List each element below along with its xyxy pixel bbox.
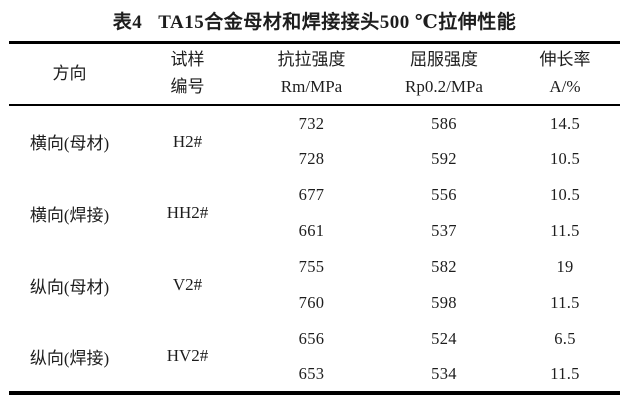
header-direction-label: 方向 [52, 63, 87, 83]
yield-strength-value: 534 [431, 364, 457, 383]
elongation-value: 14.5 [549, 113, 581, 133]
tensile-strength-value: 677 [298, 185, 325, 204]
elongation-value: 10.5 [549, 185, 581, 204]
header-specimen-line2: 编号 [170, 77, 205, 96]
header-tensile-strength: 抗拉强度 Rm/MPa [245, 42, 378, 106]
tensile-strength-value: 653 [298, 364, 325, 383]
tensile-strength-value: 732 [298, 113, 325, 133]
direction-cell: 横向(母材) [29, 134, 110, 153]
yield-strength-value: 586 [431, 113, 457, 133]
table-row: 横向(母材) H2# 732 586 14.5 [9, 105, 620, 154]
tensile-strength-value: 755 [298, 257, 325, 276]
yield-strength-value: 598 [431, 293, 457, 312]
yield-strength-value: 537 [431, 221, 457, 240]
table-caption-text: TA15合金母材和焊接接头500 ℃拉伸性能 [158, 12, 517, 33]
elongation-value: 19 [556, 257, 574, 276]
table-caption-label: 表4 [112, 12, 143, 33]
tensile-strength-value: 728 [298, 149, 325, 168]
elongation-value: 11.5 [550, 221, 580, 240]
yield-strength-value: 582 [431, 257, 457, 276]
header-elongation: 伸长率 A/% [510, 42, 620, 106]
table-caption: 表4 TA15合金母材和焊接接头500 ℃拉伸性能 [0, 0, 629, 41]
table-row: 纵向(母材) V2# 755 582 19 [9, 249, 620, 297]
header-tensile-strength-line1: 抗拉强度 [277, 50, 346, 69]
tensile-strength-value: 760 [298, 293, 325, 312]
tensile-strength-value: 661 [298, 221, 325, 240]
header-elongation-line2: A/% [549, 77, 581, 96]
header-yield-strength: 屈服强度 Rp0.2/MPa [378, 42, 510, 106]
table-row: 横向(焊接) HH2# 677 556 10.5 [9, 177, 620, 225]
yield-strength-value: 592 [431, 149, 457, 168]
direction-cell: 纵向(焊接) [29, 348, 110, 368]
table-row: 728 592 10.5 [9, 141, 620, 177]
table-row: 纵向(焊接) HV2# 656 524 6.5 [9, 321, 620, 368]
yield-strength-value: 524 [431, 329, 457, 348]
header-elongation-line1: 伸长率 [539, 50, 591, 69]
elongation-value: 11.5 [550, 364, 580, 383]
header-direction: 方向 [9, 42, 130, 106]
elongation-value: 10.5 [549, 149, 581, 168]
elongation-value: 11.5 [550, 293, 580, 312]
header-yield-strength-line2: Rp0.2/MPa [405, 77, 483, 96]
specimen-cell: HH2# [166, 203, 209, 222]
yield-strength-value: 556 [431, 185, 457, 204]
table-row: 760 598 11.5 [9, 285, 620, 321]
table-row: 661 537 11.5 [9, 213, 620, 249]
tensile-properties-table: 方向 试样 编号 抗拉强度 Rm/MPa 屈服强度 Rp0.2/MPa 伸长率 … [9, 41, 620, 395]
header-specimen: 试样 编号 [130, 42, 245, 106]
specimen-cell: H2# [172, 131, 203, 151]
elongation-value: 6.5 [554, 329, 576, 348]
direction-cell: 纵向(母材) [29, 277, 110, 297]
header-specimen-line1: 试样 [170, 50, 205, 69]
direction-cell: 横向(焊接) [29, 205, 110, 225]
header-yield-strength-line1: 屈服强度 [410, 50, 478, 69]
tensile-strength-value: 656 [298, 329, 325, 348]
header-row: 方向 试样 编号 抗拉强度 Rm/MPa 屈服强度 Rp0.2/MPa 伸长率 … [9, 42, 620, 106]
header-tensile-strength-line2: Rm/MPa [280, 77, 343, 96]
specimen-cell: V2# [172, 275, 203, 294]
table-row: 653 534 11.5 [9, 357, 620, 393]
specimen-cell: HV2# [166, 346, 209, 365]
